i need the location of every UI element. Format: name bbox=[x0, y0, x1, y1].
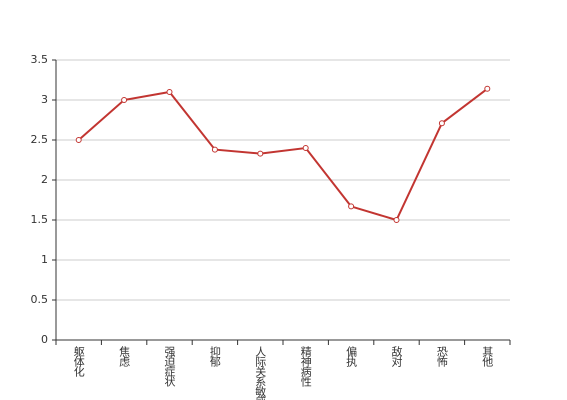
y-tick-label: 3.5 bbox=[31, 53, 49, 66]
point bbox=[257, 150, 264, 157]
point bbox=[211, 146, 218, 153]
x-tick-label: 躯体化 bbox=[72, 346, 85, 378]
x-tick-label: 其他 bbox=[481, 346, 494, 367]
y-tick-label: 2.5 bbox=[31, 133, 49, 146]
point bbox=[484, 85, 491, 92]
point bbox=[166, 89, 173, 95]
y-tick-label: 1.5 bbox=[31, 213, 49, 226]
point bbox=[348, 203, 355, 210]
y-tick-label: 3 bbox=[41, 93, 48, 106]
y-tick-label: 0 bbox=[41, 333, 48, 346]
line bbox=[78, 88, 488, 222]
point bbox=[438, 120, 445, 127]
x-tick-label: 焦虑 bbox=[118, 346, 131, 367]
point bbox=[121, 97, 128, 103]
y-tick-label: 1 bbox=[41, 253, 48, 266]
y-tick-label: 0.5 bbox=[31, 293, 49, 306]
x-tick-label: 精神病性 bbox=[299, 346, 312, 388]
x-tick-label: 抑郁 bbox=[208, 345, 221, 367]
x-tick-label: 恐怖 bbox=[435, 346, 448, 367]
point bbox=[75, 137, 82, 143]
point bbox=[302, 145, 309, 151]
x-tick-label: 敌对 bbox=[390, 345, 403, 367]
point bbox=[393, 217, 400, 223]
x-tick-label: 人际关系敏感 bbox=[254, 346, 267, 400]
y-tick-label: 2 bbox=[41, 173, 48, 186]
x-tick-label: 强迫症状 bbox=[163, 346, 176, 387]
x-tick-label: 偏执 bbox=[345, 345, 358, 368]
